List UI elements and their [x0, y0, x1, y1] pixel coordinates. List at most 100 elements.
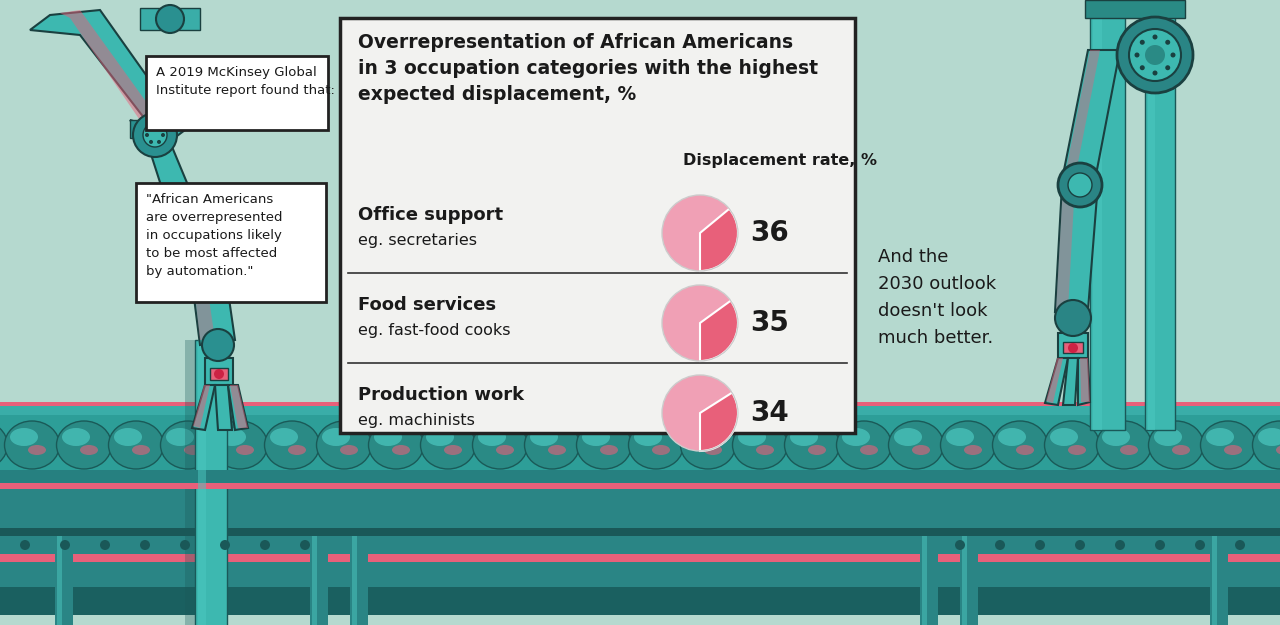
Circle shape [1170, 52, 1175, 57]
Circle shape [186, 235, 225, 275]
Polygon shape [189, 250, 215, 340]
Bar [0, 415, 1280, 475]
Bar [310, 536, 328, 625]
Ellipse shape [5, 421, 59, 469]
Circle shape [180, 540, 189, 550]
Bar [205, 358, 233, 388]
Circle shape [202, 329, 234, 361]
Polygon shape [193, 385, 210, 428]
Ellipse shape [1201, 421, 1256, 469]
Bar [963, 536, 966, 625]
Bar [352, 536, 357, 625]
Bar [1212, 536, 1217, 625]
Polygon shape [60, 10, 165, 135]
Text: 36: 36 [750, 219, 788, 247]
Circle shape [1055, 300, 1091, 336]
Ellipse shape [1172, 445, 1190, 455]
Ellipse shape [472, 421, 527, 469]
Circle shape [140, 540, 150, 550]
Ellipse shape [1102, 428, 1130, 446]
Ellipse shape [548, 445, 566, 455]
Polygon shape [1065, 50, 1100, 178]
Circle shape [195, 245, 215, 265]
Circle shape [300, 540, 310, 550]
Circle shape [1152, 34, 1157, 39]
Bar [349, 536, 369, 625]
Bar [922, 536, 927, 625]
Ellipse shape [477, 428, 506, 446]
Circle shape [157, 126, 161, 130]
Bar [0, 554, 1280, 562]
Ellipse shape [1206, 428, 1234, 446]
Polygon shape [1055, 183, 1098, 312]
Circle shape [1152, 71, 1157, 76]
FancyBboxPatch shape [136, 183, 326, 302]
Circle shape [1139, 65, 1144, 70]
FancyBboxPatch shape [146, 56, 328, 130]
Circle shape [260, 540, 270, 550]
Ellipse shape [497, 445, 515, 455]
Circle shape [133, 113, 177, 157]
Ellipse shape [790, 428, 818, 446]
Bar [58, 536, 61, 625]
Ellipse shape [270, 428, 298, 446]
Ellipse shape [109, 421, 164, 469]
Text: 34: 34 [750, 399, 788, 427]
Text: 35: 35 [750, 309, 788, 337]
Circle shape [220, 540, 230, 550]
Text: "African Americans
are overrepresented
in occupations likely
to be most affected: "African Americans are overrepresented i… [146, 193, 283, 278]
Text: Food services: Food services [358, 296, 497, 314]
Polygon shape [1062, 50, 1120, 180]
Ellipse shape [941, 421, 996, 469]
Ellipse shape [421, 421, 475, 469]
Ellipse shape [323, 428, 349, 446]
Wedge shape [700, 301, 739, 361]
Ellipse shape [911, 445, 931, 455]
Text: And the
2030 outlook
doesn't look
much better.: And the 2030 outlook doesn't look much b… [878, 248, 996, 348]
Ellipse shape [444, 445, 462, 455]
Ellipse shape [576, 421, 631, 469]
Ellipse shape [1044, 421, 1100, 469]
Bar [0, 403, 1280, 415]
Bar [0, 528, 1280, 536]
Bar [1148, 0, 1155, 430]
Circle shape [1036, 540, 1044, 550]
Ellipse shape [184, 445, 202, 455]
Circle shape [1165, 40, 1170, 45]
Circle shape [148, 140, 154, 144]
Circle shape [955, 540, 965, 550]
Ellipse shape [426, 428, 454, 446]
Bar [1210, 536, 1228, 625]
Circle shape [157, 140, 161, 144]
Bar [0, 536, 1280, 554]
Bar [0, 536, 1280, 625]
Polygon shape [192, 385, 215, 430]
Ellipse shape [160, 421, 215, 469]
Ellipse shape [785, 421, 840, 469]
Ellipse shape [132, 445, 150, 455]
Ellipse shape [56, 421, 111, 469]
Ellipse shape [0, 421, 8, 469]
Text: Displacement rate, %: Displacement rate, % [684, 153, 877, 168]
Circle shape [662, 195, 739, 271]
Text: Office support: Office support [358, 206, 503, 224]
Circle shape [148, 126, 154, 130]
Ellipse shape [530, 428, 558, 446]
Bar [0, 587, 1280, 615]
Circle shape [662, 285, 739, 361]
Ellipse shape [61, 428, 90, 446]
Circle shape [1165, 65, 1170, 70]
Ellipse shape [1258, 428, 1280, 446]
Bar [920, 536, 938, 625]
Circle shape [1129, 29, 1181, 81]
Ellipse shape [686, 428, 714, 446]
Ellipse shape [265, 421, 320, 469]
Ellipse shape [1148, 421, 1203, 469]
Circle shape [1117, 17, 1193, 93]
Wedge shape [700, 209, 739, 271]
Polygon shape [1046, 358, 1062, 403]
Ellipse shape [236, 445, 253, 455]
Circle shape [156, 5, 184, 33]
Polygon shape [188, 250, 236, 345]
Bar [1059, 333, 1088, 361]
